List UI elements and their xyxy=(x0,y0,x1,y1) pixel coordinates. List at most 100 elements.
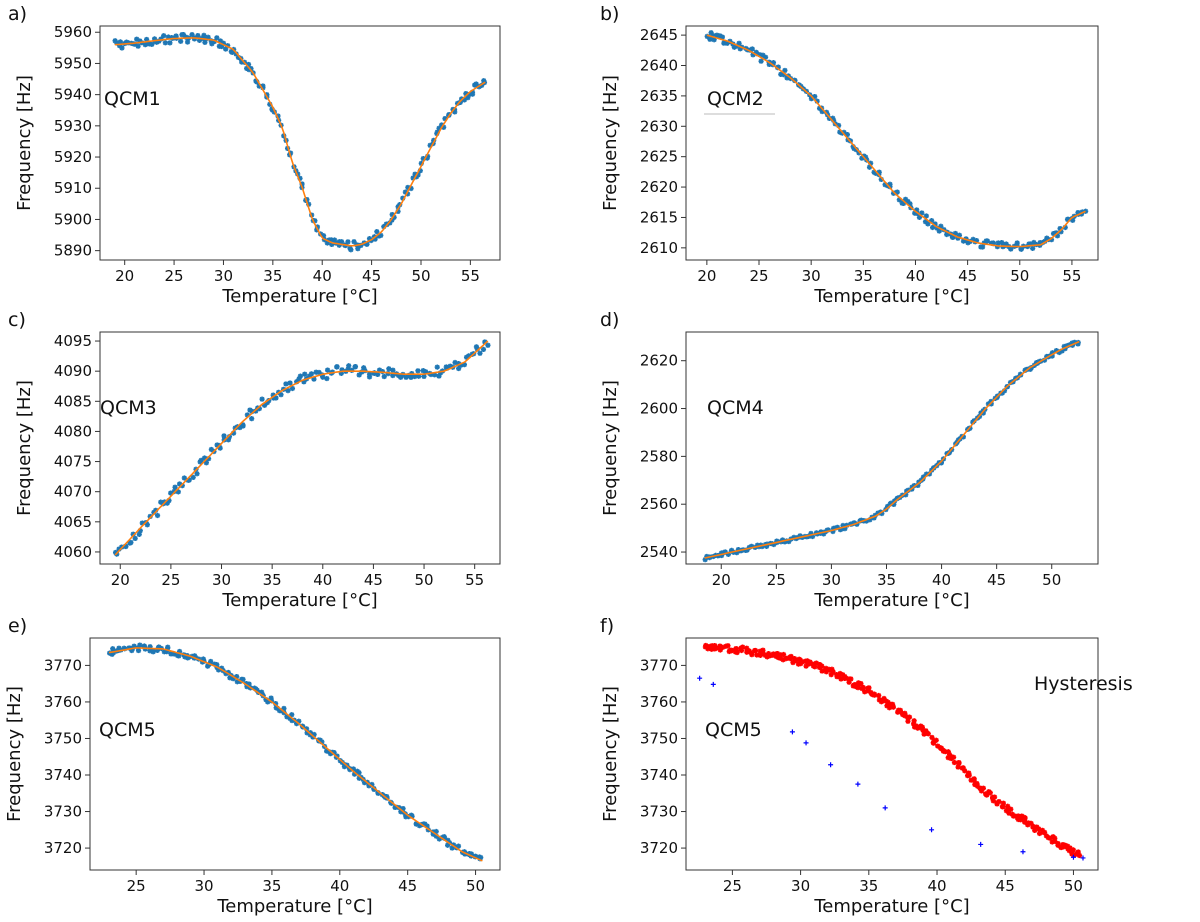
data-point xyxy=(754,652,760,658)
data-point xyxy=(246,681,252,687)
data-point xyxy=(233,51,239,57)
data-point xyxy=(356,770,362,776)
data-point xyxy=(708,30,714,36)
sensor-annotation: QCM5 xyxy=(705,719,762,741)
data-point xyxy=(903,492,909,498)
fit-curve xyxy=(706,34,1086,248)
data-point xyxy=(1036,830,1043,837)
data-point xyxy=(808,96,815,102)
data-point xyxy=(320,374,326,380)
data-point xyxy=(1049,353,1055,359)
data-point xyxy=(934,225,940,231)
data-point xyxy=(304,196,310,203)
data-point xyxy=(860,684,866,691)
y-tick-label: 5910 xyxy=(54,179,92,197)
y-tick-label: 4080 xyxy=(54,422,92,440)
data-point xyxy=(474,346,480,352)
data-point xyxy=(324,375,330,382)
data-point xyxy=(196,37,203,43)
data-point xyxy=(389,217,395,223)
data-point xyxy=(341,764,348,770)
x-tick-label: 45 xyxy=(362,267,381,285)
data-point xyxy=(234,673,240,680)
data-point xyxy=(717,33,723,39)
data-point xyxy=(364,241,370,247)
data-point xyxy=(863,518,870,524)
y-tick-label: 3750 xyxy=(640,729,678,747)
x-tick-label: 50 xyxy=(1010,267,1029,285)
data-point xyxy=(366,783,372,789)
data-point xyxy=(209,41,215,47)
data-point xyxy=(819,663,825,669)
data-point xyxy=(733,43,739,49)
data-point xyxy=(249,416,255,422)
data-point xyxy=(205,456,212,462)
y-tick-label: 2620 xyxy=(640,352,678,370)
data-point xyxy=(311,731,317,738)
data-point xyxy=(287,715,293,722)
data-point xyxy=(960,765,966,771)
data-point xyxy=(302,371,308,377)
data-point xyxy=(729,547,735,553)
data-point xyxy=(306,373,313,379)
data-point xyxy=(381,224,387,230)
fit-curve xyxy=(108,647,483,862)
x-tick-label: 30 xyxy=(802,267,821,285)
data-point xyxy=(415,172,421,178)
data-point xyxy=(261,402,268,408)
data-point xyxy=(1028,820,1034,826)
x-tick-label: 40 xyxy=(313,267,332,285)
data-point xyxy=(296,718,302,724)
y-tick-label: 5930 xyxy=(54,117,92,135)
data-point xyxy=(390,367,396,373)
data-point xyxy=(911,718,917,724)
data-point xyxy=(862,689,868,695)
data-point xyxy=(346,363,352,369)
data-point xyxy=(114,40,120,46)
data-point xyxy=(220,40,227,46)
data-point xyxy=(361,780,368,786)
data-point xyxy=(375,371,381,378)
data-point xyxy=(906,714,913,720)
data-point xyxy=(421,373,427,380)
data-point xyxy=(284,714,290,720)
plot-frame xyxy=(99,331,501,565)
data-point xyxy=(225,669,231,676)
data-point xyxy=(356,372,362,378)
data-point xyxy=(180,31,186,38)
data-point xyxy=(788,653,794,660)
data-point xyxy=(809,533,816,540)
data-point xyxy=(355,246,361,252)
data-point xyxy=(724,40,730,46)
data-point xyxy=(137,528,143,534)
plot-frame xyxy=(685,25,1099,261)
data-point xyxy=(951,754,957,760)
data-point xyxy=(923,728,929,734)
data-point xyxy=(1050,834,1056,840)
data-point-cooling xyxy=(1070,854,1076,860)
fit-curve xyxy=(114,37,486,247)
data-point xyxy=(837,670,843,677)
data-point xyxy=(171,651,177,657)
data-point xyxy=(938,223,944,229)
data-point xyxy=(890,704,897,710)
data-point xyxy=(980,785,986,791)
data-point xyxy=(267,101,273,107)
data-point xyxy=(704,33,710,40)
data-point xyxy=(441,835,448,841)
data-point xyxy=(868,160,874,166)
data-point xyxy=(283,381,289,387)
data-point xyxy=(925,731,931,737)
plot-area xyxy=(702,339,1081,563)
panel-b: b) 20 25 30 35 40 45 50 55 2610 2615 2620 2625 2630 26… xyxy=(600,3,1099,307)
data-point xyxy=(135,647,142,654)
data-point xyxy=(884,703,890,709)
data-point xyxy=(285,388,291,394)
data-point xyxy=(248,65,254,72)
data-point xyxy=(780,657,786,663)
data-point xyxy=(445,837,451,843)
data-point xyxy=(748,650,755,656)
data-point xyxy=(722,549,728,555)
data-point xyxy=(848,676,854,682)
data-point xyxy=(1017,371,1024,377)
